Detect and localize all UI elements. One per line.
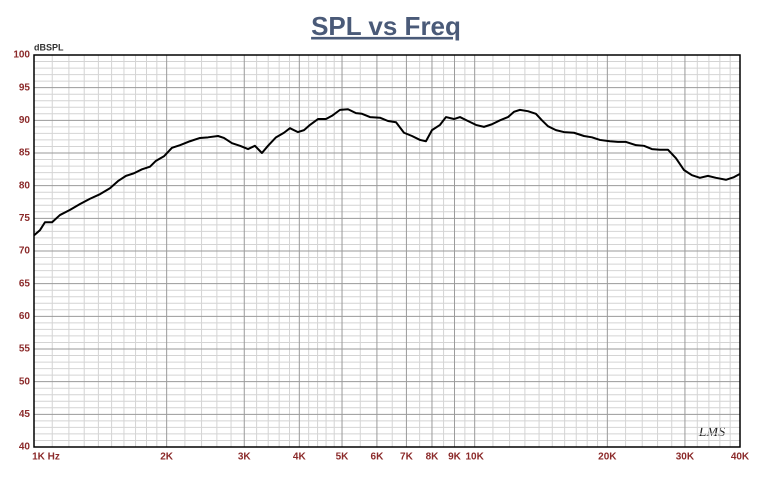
y-tick-label: 100: [13, 50, 30, 61]
spl-line: [33, 108, 741, 237]
x-tick-label: 5K: [336, 452, 350, 463]
x-tick-label: 20K: [598, 452, 617, 463]
y-tick-label: 65: [19, 278, 31, 289]
y-axis-label: dBSPL: [34, 42, 64, 52]
x-tick-label: 30K: [676, 452, 695, 463]
y-tick-label: 60: [19, 311, 31, 322]
chart-title: SPL vs Freq: [311, 11, 461, 41]
y-tick-label: 45: [19, 409, 31, 420]
x-tick-label: 4K: [293, 452, 307, 463]
y-tick-label: 40: [19, 442, 31, 453]
x-tick-label: 40K: [731, 452, 750, 463]
y-tick-label: 55: [19, 344, 31, 355]
x-tick-label: 9K: [448, 452, 462, 463]
x-tick-label: 8K: [426, 452, 440, 463]
x-tick-label: 6K: [371, 452, 385, 463]
watermark: LMS: [698, 425, 725, 440]
y-tick-label: 75: [19, 213, 31, 224]
x-tick-label: 7K: [400, 452, 414, 463]
y-tick-label: 85: [19, 148, 31, 159]
y-tick-label: 50: [19, 376, 31, 387]
x-tick-label: 1K Hz: [32, 452, 60, 463]
x-tick-label: 3K: [238, 452, 252, 463]
plot-border: [33, 54, 741, 448]
y-tick-label: 95: [19, 82, 31, 93]
x-tick-label: 10K: [466, 452, 485, 463]
x-tick-label: 2K: [160, 452, 174, 463]
y-tick-label: 70: [19, 246, 31, 257]
y-tick-label: 90: [19, 115, 31, 126]
y-tick-label: 80: [19, 180, 31, 191]
